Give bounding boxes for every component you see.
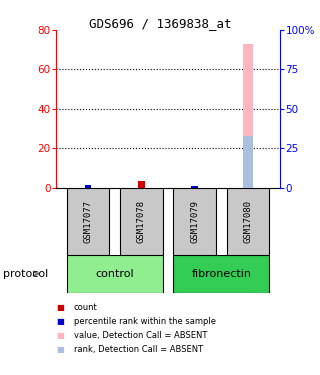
Bar (120, 188, 163, 255)
Text: count: count (74, 303, 97, 312)
Text: protocol: protocol (3, 269, 48, 279)
Text: control: control (95, 269, 134, 279)
Text: GSM17079: GSM17079 (190, 200, 199, 243)
Text: ■: ■ (56, 317, 64, 326)
Text: rank, Detection Call = ABSENT: rank, Detection Call = ABSENT (74, 345, 203, 354)
Bar (173, 188, 216, 255)
Text: ■: ■ (56, 303, 64, 312)
Bar (191, 186, 198, 188)
Bar (138, 181, 145, 188)
Text: ■: ■ (56, 331, 64, 340)
Bar (243, 135, 253, 188)
Text: percentile rank within the sample: percentile rank within the sample (74, 317, 216, 326)
Bar (85, 185, 91, 188)
Text: GSM17080: GSM17080 (244, 200, 252, 243)
Bar (227, 188, 269, 255)
Text: GSM17077: GSM17077 (84, 200, 92, 243)
Bar (67, 255, 163, 292)
Text: GSM17078: GSM17078 (137, 200, 146, 243)
Text: value, Detection Call = ABSENT: value, Detection Call = ABSENT (74, 331, 207, 340)
Text: ■: ■ (56, 345, 64, 354)
Text: GDS696 / 1369838_at: GDS696 / 1369838_at (89, 17, 231, 30)
Bar (243, 44, 253, 188)
Bar (138, 184, 145, 188)
Bar (173, 255, 269, 292)
Bar (67, 188, 109, 255)
Text: fibronectin: fibronectin (191, 269, 251, 279)
